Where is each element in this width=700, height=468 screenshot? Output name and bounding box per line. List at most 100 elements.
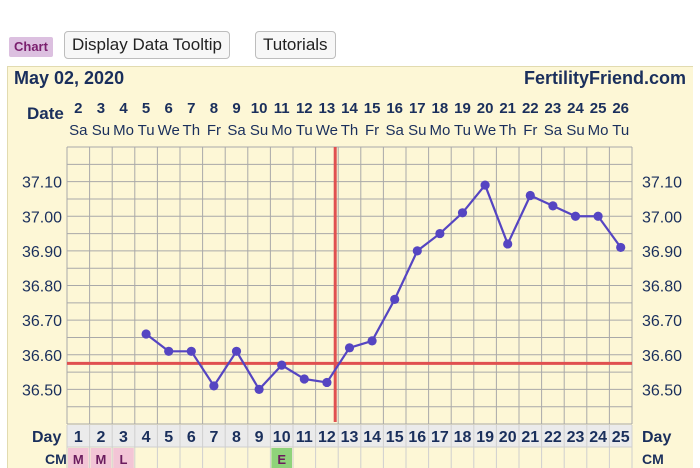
weekday-label: Mo xyxy=(271,122,292,139)
date-number: 26 xyxy=(612,100,629,117)
weekday-label: Th xyxy=(499,122,517,139)
temperature-point xyxy=(344,343,355,353)
date-row-label: Date xyxy=(27,104,64,123)
cm-cell xyxy=(271,448,292,468)
cycle-day-label: 14 xyxy=(363,429,381,446)
weekday-label: Sa xyxy=(227,122,246,139)
reference-lines xyxy=(67,147,632,422)
date-number: 20 xyxy=(477,100,494,117)
date-number: 7 xyxy=(187,100,195,117)
date-number: 6 xyxy=(165,100,173,117)
temperature-point xyxy=(570,211,581,221)
date-number: 24 xyxy=(567,100,584,117)
cycle-day-label: 6 xyxy=(187,429,196,446)
temperature-point xyxy=(593,211,603,221)
toolbar: Chart Display Data Tooltip Tutorials xyxy=(0,0,700,66)
cm-value: E xyxy=(277,452,286,467)
weekday-label: Su xyxy=(250,122,268,139)
date-number: 23 xyxy=(545,100,562,117)
weekday-label: Su xyxy=(408,122,426,139)
date-number: 16 xyxy=(386,100,403,117)
cycle-day-label: 16 xyxy=(408,429,426,446)
grid xyxy=(66,146,633,425)
temperature-point xyxy=(254,384,264,394)
cycle-day-label: 19 xyxy=(476,429,494,446)
date-number: 15 xyxy=(364,100,381,117)
cycle-day-label: 17 xyxy=(431,429,449,446)
date-number: 4 xyxy=(119,100,128,117)
y-tick-label-right: 36.70 xyxy=(642,313,682,330)
cycle-day-label: 15 xyxy=(386,429,404,446)
cycle-day-label: 3 xyxy=(119,429,128,446)
date-number: 2 xyxy=(74,100,82,117)
weekday-label: Tu xyxy=(138,122,155,139)
weekday-label: Su xyxy=(92,122,110,139)
cycle-day-label: 13 xyxy=(341,429,359,446)
y-tick-label-right: 37.10 xyxy=(642,175,682,192)
date-number: 25 xyxy=(590,100,607,117)
cycle-day-label: 7 xyxy=(209,429,218,446)
weekday-label: Fr xyxy=(207,122,221,139)
weekday-label: Th xyxy=(341,122,359,139)
temperature-series xyxy=(141,180,626,394)
weekday-label: Tu xyxy=(454,122,471,139)
tutorials-button[interactable]: Tutorials xyxy=(255,31,336,59)
y-tick-label-left: 37.00 xyxy=(22,209,62,226)
temperature-line xyxy=(145,182,622,392)
y-tick-label-left: 36.60 xyxy=(22,348,62,365)
temperature-point xyxy=(141,329,151,339)
cycle-day-label: 24 xyxy=(589,429,607,446)
date-number: 19 xyxy=(454,100,471,117)
chart-tag: Chart xyxy=(9,37,53,57)
weekday-label: Su xyxy=(566,122,584,139)
day-row-bg xyxy=(67,425,632,447)
cm-row-label-left: CM xyxy=(45,451,67,467)
date-number: 18 xyxy=(432,100,449,117)
temperature-point xyxy=(367,336,377,346)
temperature-point xyxy=(503,239,513,249)
weekday-label: Sa xyxy=(386,122,405,139)
y-tick-label-left: 36.80 xyxy=(22,279,62,296)
weekday-label: We xyxy=(158,122,180,139)
temperature-point xyxy=(435,228,445,239)
weekday-label: We xyxy=(474,122,496,139)
cycle-day-label: 2 xyxy=(96,429,105,446)
cm-value: L xyxy=(120,452,128,467)
weekday-label: We xyxy=(316,122,338,139)
cm-row-label-right: CM xyxy=(642,451,664,467)
cm-value: M xyxy=(73,452,84,467)
y-tick-label-right: 36.90 xyxy=(642,244,682,261)
cycle-day-label: 9 xyxy=(255,429,264,446)
date-number: 3 xyxy=(97,100,105,117)
date-number: 21 xyxy=(499,100,516,117)
cycle-day-label: 8 xyxy=(232,429,241,446)
weekday-label: Mo xyxy=(113,122,134,139)
temperature-point xyxy=(209,381,219,391)
y-tick-label-right: 37.00 xyxy=(642,209,682,226)
weekday-label: Tu xyxy=(612,122,629,139)
y-tick-label-left: 37.10 xyxy=(22,175,62,192)
date-number: 12 xyxy=(296,100,313,117)
date-number: 8 xyxy=(210,100,218,117)
weekday-label: Fr xyxy=(365,122,379,139)
temperature-point xyxy=(616,242,626,253)
date-number: 22 xyxy=(522,100,539,117)
display-data-tooltip-button[interactable]: Display Data Tooltip xyxy=(64,31,230,59)
cycle-day-label: 23 xyxy=(567,429,585,446)
weekday-label: Sa xyxy=(544,122,563,139)
temperature-point xyxy=(480,180,490,190)
date-header: Date 2Sa3Su4Mo5Tu6We7Th8Fr9Sa10Su11Mo12Tu… xyxy=(27,100,629,139)
cycle-day-label: 4 xyxy=(142,429,151,446)
y-tick-label-left: 36.70 xyxy=(22,313,62,330)
site-name: FertilityFriend.com xyxy=(523,68,686,88)
temperature-point xyxy=(390,294,400,304)
weekday-label: Th xyxy=(183,122,201,139)
temperature-point xyxy=(548,201,558,211)
cm-cell xyxy=(68,448,89,468)
temperature-point xyxy=(231,346,242,356)
cycle-day-label: 25 xyxy=(612,429,630,446)
cycle-day-label: 10 xyxy=(273,429,291,446)
y-tick-label-right: 36.80 xyxy=(642,279,682,296)
